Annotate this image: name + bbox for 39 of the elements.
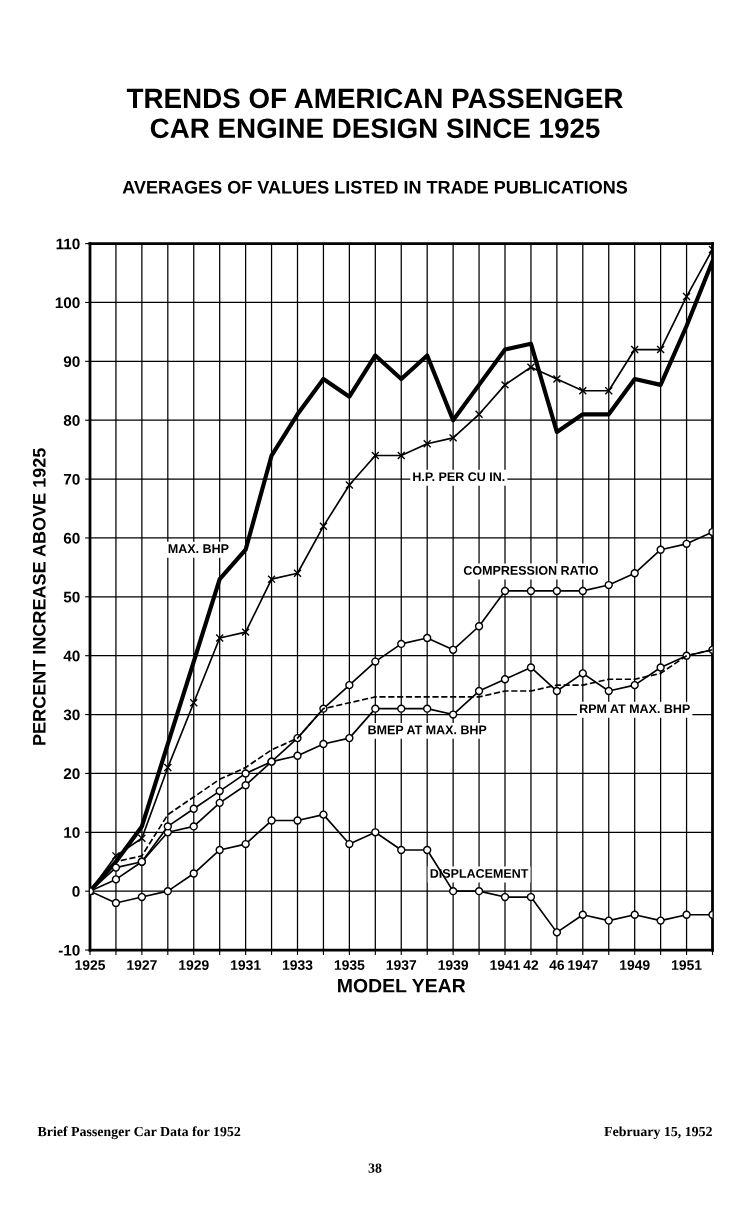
series-label: COMPRESSION RATIO — [463, 565, 599, 575]
y-tick-label: 10 — [64, 827, 80, 838]
y-tick-label: 50 — [63, 591, 80, 603]
y-tick-label: 0 — [72, 886, 80, 897]
y-tick-label: -10 — [58, 944, 80, 956]
y-tick-label: 20 — [63, 768, 80, 780]
x-tick-label: 1929 — [179, 960, 209, 970]
y-tick-label: 70 — [63, 473, 80, 485]
x-tick-label: 1951 — [671, 960, 702, 970]
y-tick-label: 90 — [63, 356, 80, 368]
chart-title: TRENDS OF AMERICAN PASSENGER CAR ENGINE DESIGN SINCE 1925 — [126, 88, 623, 139]
x-tick-label: 1927 — [127, 960, 157, 970]
x-tick-label: 1931 — [231, 960, 261, 970]
x-tick-label: 46 — [549, 960, 565, 970]
x-tick-label: 42 — [523, 960, 539, 970]
x-tick-label: 1933 — [282, 960, 313, 970]
x-tick-label: 1937 — [386, 960, 417, 970]
x-tick-label: 1925 — [75, 960, 106, 970]
series-label: BMEP AT MAX. BHP — [368, 725, 487, 735]
x-tick-label: 1947 — [568, 960, 598, 970]
x-axis-title: MODEL YEAR — [338, 978, 466, 993]
x-tick-label: 1941 — [490, 960, 521, 970]
series-label: MAX. BHP — [168, 544, 229, 553]
y-tick-label: 40 — [63, 650, 80, 662]
y-tick-label: 110 — [56, 238, 80, 250]
text: February 15, 1952 — [604, 1126, 712, 1140]
y-axis-title: PERCENT INCREASE ABOVE 1925 — [32, 448, 46, 745]
text: 38 — [368, 1163, 382, 1173]
y-tick-label: 100 — [55, 297, 80, 309]
x-tick-label: 1949 — [620, 960, 650, 970]
x-tick-label: 1935 — [334, 960, 365, 970]
series-label: RPM AT MAX. BHP — [579, 704, 690, 714]
chart-subtitle: AVERAGES OF VALUES LISTED IN TRADE PUBLICATIONS — [122, 180, 628, 194]
y-tick-label: 30 — [63, 709, 80, 721]
text: Brief Passenger Car Data for 1952 — [37, 1126, 241, 1140]
series-label: H.P. PER CU IN. — [413, 472, 505, 482]
x-tick-label: 1939 — [438, 960, 469, 970]
y-tick-label: 60 — [63, 532, 80, 544]
y-tick-label: 80 — [63, 415, 80, 426]
